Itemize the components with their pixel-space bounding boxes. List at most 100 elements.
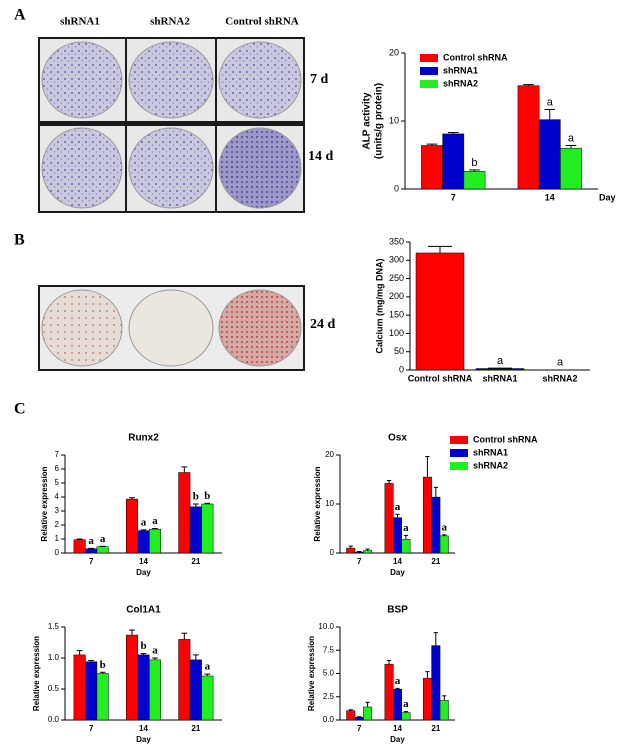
bar (442, 133, 465, 190)
y-tick-label: 0 (399, 364, 404, 374)
bar (178, 639, 191, 721)
bar (422, 476, 432, 554)
legend-swatch (420, 54, 438, 62)
bar (463, 171, 486, 190)
y-tick-label: 100 (389, 328, 404, 338)
bar (96, 673, 109, 721)
legend-label: shRNA1 (473, 447, 508, 457)
x-tick-label: 7 (357, 557, 362, 566)
bar (401, 712, 411, 721)
bar (393, 689, 402, 721)
bar (85, 548, 98, 554)
bar (96, 546, 109, 554)
significance-letter: b (140, 640, 146, 652)
y-tick-label: 20 (389, 47, 399, 57)
x-tick-label: 21 (191, 724, 200, 733)
x-tick-label: 21 (431, 724, 440, 733)
y-tick-label: 1 (55, 534, 60, 543)
x-tick-label: shRNA2 (542, 373, 577, 383)
y-tick-label: 2 (55, 520, 60, 529)
significance-letter: a (88, 535, 94, 547)
x-tick-label: 7 (89, 724, 94, 733)
significance-letter: a (403, 522, 409, 534)
y-tick-label: 7.5 (323, 645, 335, 654)
y-tick-label: 5 (55, 478, 60, 487)
row-label: 14 d (308, 149, 334, 164)
significance-letter: a (141, 516, 147, 528)
y-tick-label: 50 (394, 346, 404, 356)
significance-letter: a (100, 533, 106, 545)
bar (73, 654, 86, 721)
legend-swatch (450, 449, 468, 457)
y-axis-label: Relative expression (307, 636, 316, 711)
y-tick-label: 10 (389, 115, 399, 125)
bar (401, 539, 411, 554)
bar (189, 659, 202, 721)
bar (149, 528, 162, 554)
x-tick-label: 14 (393, 724, 402, 733)
y-tick-label: 0 (55, 548, 60, 557)
x-axis-label: Day (136, 568, 151, 577)
bar (201, 675, 214, 721)
row-label: 24 d (310, 317, 336, 332)
bar (201, 503, 214, 554)
column-label: shRNA1 (60, 16, 100, 28)
legend-label: Control shRNA (443, 52, 508, 62)
y-tick-label: 5.0 (323, 669, 335, 678)
legend-swatch (420, 80, 438, 88)
y-tick-label: 150 (389, 310, 404, 320)
chart-title: Runx2 (128, 433, 159, 444)
bar (125, 634, 138, 721)
y-tick-label: 0.5 (48, 684, 60, 693)
bar (538, 119, 561, 190)
y-tick-label: 0 (330, 548, 335, 557)
bar (475, 368, 525, 371)
bar (439, 535, 449, 554)
x-tick-label: Control shRNA (408, 373, 473, 383)
bar (431, 645, 441, 721)
y-tick-label: 300 (389, 255, 404, 265)
significance-letter: a (395, 675, 401, 687)
bar (137, 654, 150, 721)
bar (431, 496, 441, 554)
y-tick-label: 6 (55, 464, 60, 473)
chart-title: Osx (388, 433, 407, 444)
legend-swatch (450, 462, 468, 470)
bar (560, 147, 582, 190)
bar (384, 663, 394, 721)
x-tick-label: 14 (393, 557, 402, 566)
significance-letter: a (497, 355, 504, 367)
significance-letter: a (557, 357, 564, 369)
x-tick-label: 7 (451, 192, 456, 202)
x-tick-label: 7 (89, 557, 94, 566)
y-tick-label: 350 (389, 236, 404, 246)
significance-letter: b (193, 491, 199, 503)
y-tick-label: 4 (55, 492, 60, 501)
y-axis-label: Relative expression (40, 466, 49, 541)
legend-label: shRNA1 (443, 65, 478, 75)
x-tick-label: 14 (545, 192, 555, 202)
y-axis-label: Calcium (mg/mg DNA) (374, 258, 384, 353)
y-tick-label: 10.0 (318, 622, 334, 631)
bar (422, 677, 432, 721)
legend-label: shRNA2 (473, 460, 508, 470)
significance-letter: a (152, 645, 158, 657)
panel-label: C (14, 401, 26, 418)
bar (125, 498, 138, 554)
significance-letter: a (442, 521, 448, 533)
bar (415, 252, 465, 371)
y-tick-label: 10 (325, 499, 334, 508)
bar (393, 517, 402, 554)
x-axis-label: Day (390, 568, 405, 577)
significance-letter: b (204, 490, 210, 502)
significance-letter: a (205, 661, 211, 673)
y-tick-label: 0.0 (48, 715, 60, 724)
bar (354, 716, 364, 721)
y-axis-label: ALP activity (362, 92, 373, 149)
significance-letter: a (403, 698, 409, 710)
significance-letter: a (395, 501, 401, 513)
x-tick-label: shRNA1 (482, 373, 517, 383)
legend-label: shRNA2 (443, 78, 478, 88)
y-tick-label: 1.5 (48, 622, 60, 631)
